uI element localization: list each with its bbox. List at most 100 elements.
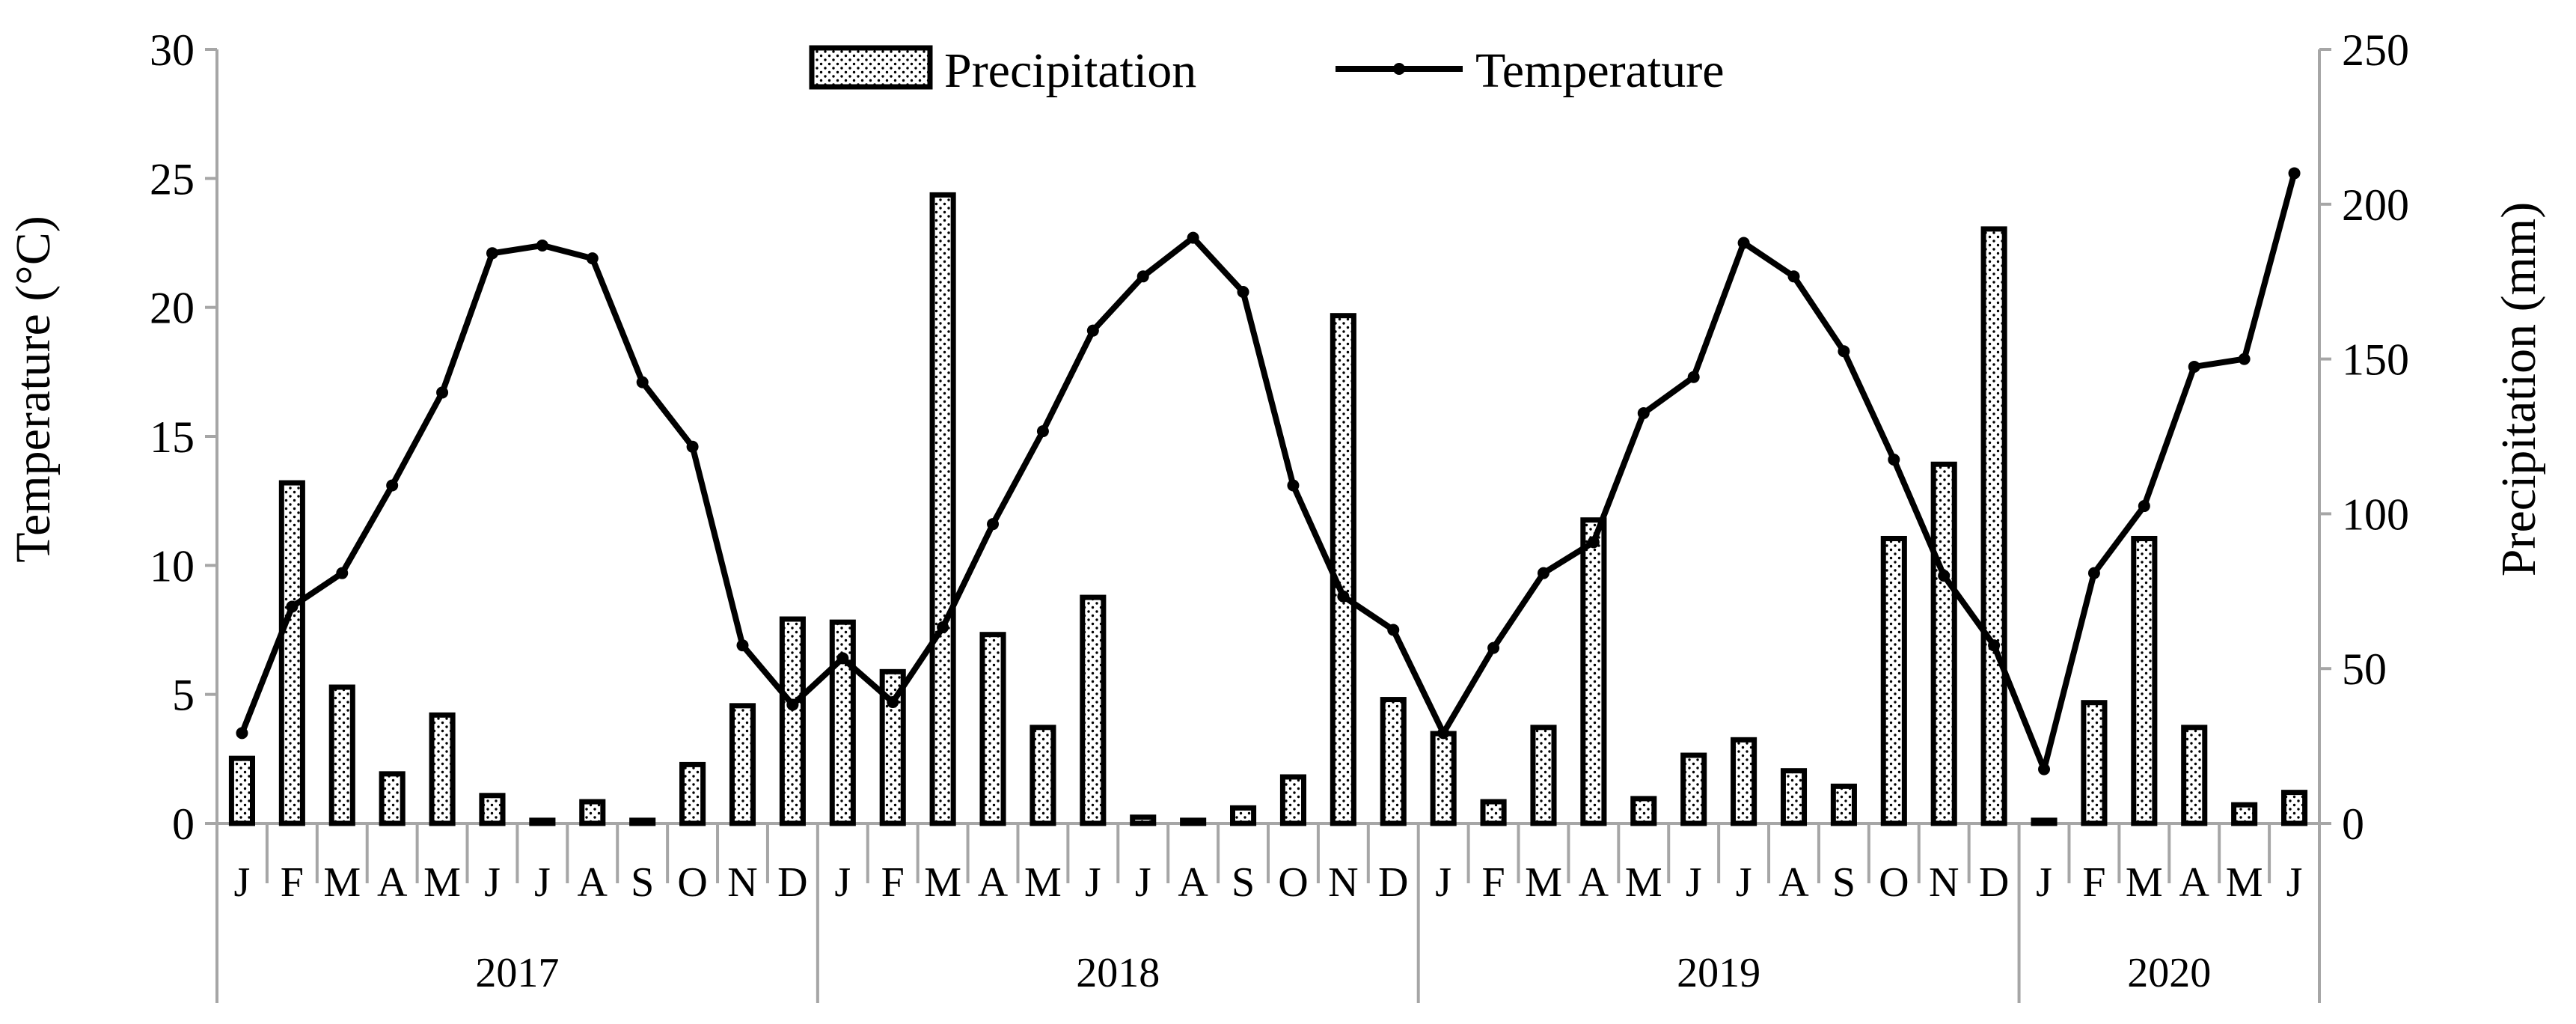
precipitation-bar	[1530, 725, 1557, 826]
precipitation-bar	[429, 712, 456, 826]
precipitation-bars	[228, 192, 2308, 826]
right-tick-label: 100	[2342, 490, 2409, 539]
precipitation-bar	[529, 817, 556, 826]
temperature-line-group	[236, 167, 2301, 775]
precipitation-bar	[1380, 697, 1407, 826]
month-label: J	[1135, 859, 1151, 906]
month-label: M	[323, 859, 361, 906]
temperature-point	[2288, 167, 2301, 180]
precipitation-bar	[679, 761, 706, 826]
temperature-point	[586, 252, 599, 265]
precipitation-bar	[1330, 313, 1356, 826]
month-label: A	[1178, 859, 1208, 906]
month-label: A	[978, 859, 1009, 906]
temperature-point	[1537, 567, 1549, 579]
temperature-point	[1136, 270, 1149, 283]
precipitation-bar	[1580, 517, 1607, 826]
right-tick-label: 150	[2342, 335, 2409, 385]
temperature-point	[1737, 237, 1750, 249]
precipitation-bar	[1480, 799, 1507, 826]
temperature-point	[1086, 324, 1099, 337]
left-tick-label: 20	[150, 284, 195, 333]
month-label: A	[1579, 859, 1609, 906]
legend: Precipitation Temperature	[809, 43, 1725, 98]
temperature-point	[1237, 285, 1249, 298]
left-tick-label: 5	[172, 671, 195, 720]
month-label: S	[1832, 859, 1855, 906]
temperature-point	[1637, 406, 1650, 419]
month-label: F	[881, 859, 905, 906]
temperature-point	[1687, 371, 1700, 383]
month-label: M	[924, 859, 961, 906]
precipitation-bar	[1780, 768, 1808, 826]
temperature-point	[937, 621, 949, 634]
left-tick-label: 0	[172, 799, 195, 849]
precipitation-bar	[1430, 731, 1457, 826]
temperature-line	[239, 172, 2298, 772]
precipitation-bar	[1080, 594, 1107, 826]
left-axis-title: Temperature (°C)	[6, 216, 61, 562]
precipitation-bar	[729, 703, 756, 826]
month-label: M	[1625, 859, 1662, 906]
precipitation-bar	[479, 793, 506, 826]
month-label: M	[2226, 859, 2263, 906]
temperature-point	[1187, 231, 1199, 244]
precipitation-bar	[1630, 796, 1657, 826]
precipitation-bar	[2231, 802, 2258, 826]
precipitation-bar	[1130, 814, 1157, 826]
month-label: O	[1879, 859, 1909, 906]
legend-temperature-label: Temperature	[1475, 43, 1725, 98]
left-tick-label: 10	[150, 541, 195, 591]
temperature-point	[1487, 641, 1500, 654]
month-label: A	[1778, 859, 1809, 906]
temperature-point	[887, 696, 899, 709]
temperature-point	[1036, 425, 1049, 438]
right-tick-label: 250	[2342, 25, 2409, 75]
temperature-point	[486, 247, 498, 260]
precipitation-bar	[579, 799, 606, 826]
month-label: J	[2286, 859, 2303, 906]
precipitation-bar	[929, 192, 956, 826]
month-label: D	[777, 859, 807, 906]
month-label: A	[578, 859, 608, 906]
month-label: M	[423, 859, 461, 906]
temperature-point	[1287, 479, 1300, 492]
month-label: J	[2036, 859, 2052, 906]
precipitation-bar	[779, 616, 806, 826]
temperature-point	[1938, 570, 1951, 582]
temperature-point	[1387, 624, 1400, 636]
precipitation-bar	[278, 480, 305, 826]
precipitation-bar	[1980, 226, 2007, 826]
month-label: N	[1929, 859, 1959, 906]
month-label: S	[1232, 859, 1255, 906]
month-label: D	[1979, 859, 2009, 906]
precipitation-bar	[1880, 535, 1907, 826]
month-label: J	[1736, 859, 1752, 906]
precipitation-bar	[1680, 752, 1707, 826]
precipitation-bar	[1930, 461, 1957, 826]
month-label: S	[631, 859, 654, 906]
temperature-point	[2238, 353, 2251, 365]
temperature-point	[536, 239, 548, 252]
right-tick-label: 200	[2342, 180, 2409, 230]
temperature-point	[386, 479, 399, 492]
month-label: F	[2082, 859, 2105, 906]
precipitation-bar	[328, 684, 355, 826]
month-label: F	[1481, 859, 1505, 906]
precipitation-bar	[1030, 725, 1056, 826]
precipitation-bar	[379, 771, 406, 826]
temperature-point	[2138, 500, 2150, 513]
month-label: M	[2126, 859, 2163, 906]
temperature-point	[1988, 639, 2001, 652]
temperature-point	[1838, 345, 1850, 358]
month-label: J	[1435, 859, 1451, 906]
year-label: 2019	[1677, 950, 1760, 996]
precipitation-bar	[1279, 774, 1307, 826]
right-axis-title: Precipitation (mm)	[2491, 202, 2546, 576]
precipitation-bar	[2081, 700, 2108, 826]
temperature-point	[2087, 567, 2100, 579]
precipitation-bar	[1731, 737, 1757, 826]
left-tick-label: 25	[150, 154, 195, 204]
